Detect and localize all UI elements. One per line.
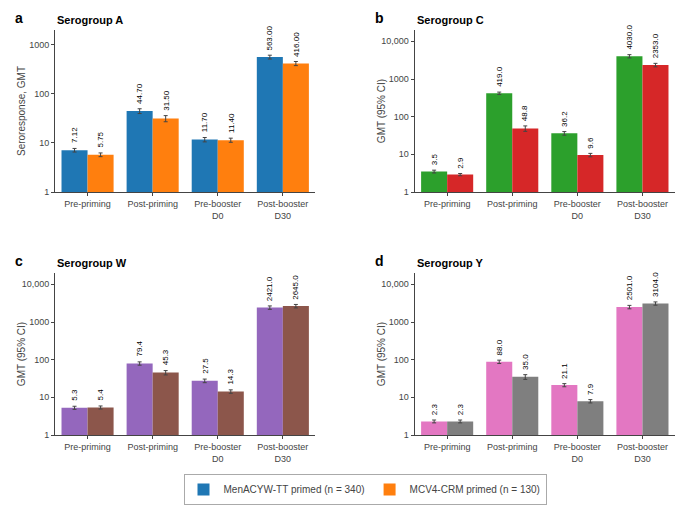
svg-text:36.2: 36.2 <box>560 111 569 127</box>
svg-text:Post-boosterD30: Post-boosterD30 <box>257 199 308 221</box>
svg-text:35.0: 35.0 <box>521 354 530 370</box>
svg-text:14.3: 14.3 <box>226 368 235 384</box>
svg-text:Pre-priming: Pre-priming <box>64 442 111 452</box>
svg-text:100: 100 <box>34 355 49 365</box>
svg-text:Post-boosterD30: Post-boosterD30 <box>617 442 668 464</box>
svg-text:Pre-priming: Pre-priming <box>424 199 471 209</box>
svg-text:Pre-priming: Pre-priming <box>424 442 471 452</box>
svg-text:79.4: 79.4 <box>135 340 144 356</box>
svg-text:11.70: 11.70 <box>200 112 209 132</box>
svg-text:2.9: 2.9 <box>456 157 465 169</box>
svg-text:1000: 1000 <box>29 40 49 50</box>
svg-text:5.3: 5.3 <box>70 389 79 401</box>
svg-text:Post-priming: Post-priming <box>487 199 538 209</box>
svg-text:3.5: 3.5 <box>430 154 439 166</box>
svg-text:Serogroup A: Serogroup A <box>57 14 123 26</box>
svg-text:9.6: 9.6 <box>586 137 595 149</box>
svg-text:4030.0: 4030.0 <box>625 25 634 50</box>
svg-text:10: 10 <box>399 149 409 159</box>
svg-text:10,000: 10,000 <box>22 279 50 289</box>
svg-text:5.4: 5.4 <box>96 389 105 401</box>
svg-text:1000: 1000 <box>29 317 49 327</box>
svg-text:GMT (95% CI): GMT (95% CI) <box>376 322 387 386</box>
svg-text:a: a <box>15 10 23 26</box>
svg-text:21.1: 21.1 <box>560 363 569 379</box>
svg-text:Pre-boosterD0: Pre-boosterD0 <box>194 442 241 464</box>
svg-text:Pre-boosterD0: Pre-boosterD0 <box>194 199 241 221</box>
svg-text:c: c <box>15 253 23 269</box>
svg-text:Pre-boosterD0: Pre-boosterD0 <box>554 442 601 464</box>
svg-text:1000: 1000 <box>389 74 409 84</box>
svg-text:11.40: 11.40 <box>227 113 236 133</box>
svg-text:3104.0: 3104.0 <box>651 272 660 297</box>
svg-text:2421.0: 2421.0 <box>265 276 274 301</box>
svg-text:2.3: 2.3 <box>456 404 465 416</box>
svg-text:Post-boosterD30: Post-boosterD30 <box>617 199 668 221</box>
svg-text:Serogroup C: Serogroup C <box>417 14 484 26</box>
svg-text:GMT (95% CI): GMT (95% CI) <box>16 322 27 386</box>
svg-text:10: 10 <box>399 392 409 402</box>
svg-text:b: b <box>375 10 384 26</box>
svg-text:MCV4-CRM primed (n = 130): MCV4-CRM primed (n = 130) <box>410 484 540 495</box>
svg-text:100: 100 <box>394 112 409 122</box>
svg-text:Post-boosterD30: Post-boosterD30 <box>257 442 308 464</box>
svg-text:2353.0: 2353.0 <box>651 33 660 58</box>
svg-text:10,000: 10,000 <box>381 36 409 46</box>
svg-text:2501.0: 2501.0 <box>625 275 634 300</box>
svg-text:Pre-boosterD0: Pre-boosterD0 <box>554 199 601 221</box>
svg-text:27.5: 27.5 <box>201 358 210 374</box>
svg-text:88.0: 88.0 <box>495 339 504 355</box>
svg-text:416.00: 416.00 <box>292 32 301 57</box>
svg-text:100: 100 <box>394 355 409 365</box>
svg-text:1: 1 <box>404 430 409 440</box>
svg-text:2645.0: 2645.0 <box>291 275 300 300</box>
svg-text:419.0: 419.0 <box>495 66 504 87</box>
svg-text:10: 10 <box>39 138 49 148</box>
svg-text:100: 100 <box>34 89 49 99</box>
svg-text:Seroresponse, GMT: Seroresponse, GMT <box>16 66 27 156</box>
svg-text:Pre-priming: Pre-priming <box>64 199 111 209</box>
svg-text:7.12: 7.12 <box>70 127 79 143</box>
svg-text:10,000: 10,000 <box>381 279 409 289</box>
svg-text:48.8: 48.8 <box>520 105 529 121</box>
svg-text:45.3: 45.3 <box>161 349 170 365</box>
svg-text:Post-priming: Post-priming <box>127 199 178 209</box>
svg-text:Post-priming: Post-priming <box>127 442 178 452</box>
svg-text:MenACYW-TT primed (n = 340): MenACYW-TT primed (n = 340) <box>224 484 365 495</box>
svg-text:10: 10 <box>39 392 49 402</box>
svg-text:1: 1 <box>44 430 49 440</box>
svg-text:Serogroup W: Serogroup W <box>57 257 127 269</box>
svg-text:1: 1 <box>404 187 409 197</box>
svg-text:44.70: 44.70 <box>135 83 144 104</box>
svg-text:1: 1 <box>44 187 49 197</box>
svg-text:Post-priming: Post-priming <box>487 442 538 452</box>
svg-text:1000: 1000 <box>389 317 409 327</box>
svg-text:31.50: 31.50 <box>162 90 171 111</box>
svg-text:7.9: 7.9 <box>586 383 595 395</box>
svg-text:563.00: 563.00 <box>265 26 274 51</box>
svg-text:d: d <box>375 253 384 269</box>
svg-text:GMT (95% CI): GMT (95% CI) <box>376 79 387 143</box>
svg-text:2.3: 2.3 <box>430 403 439 415</box>
svg-text:Serogroup Y: Serogroup Y <box>417 257 483 269</box>
svg-text:5.75: 5.75 <box>96 131 105 147</box>
